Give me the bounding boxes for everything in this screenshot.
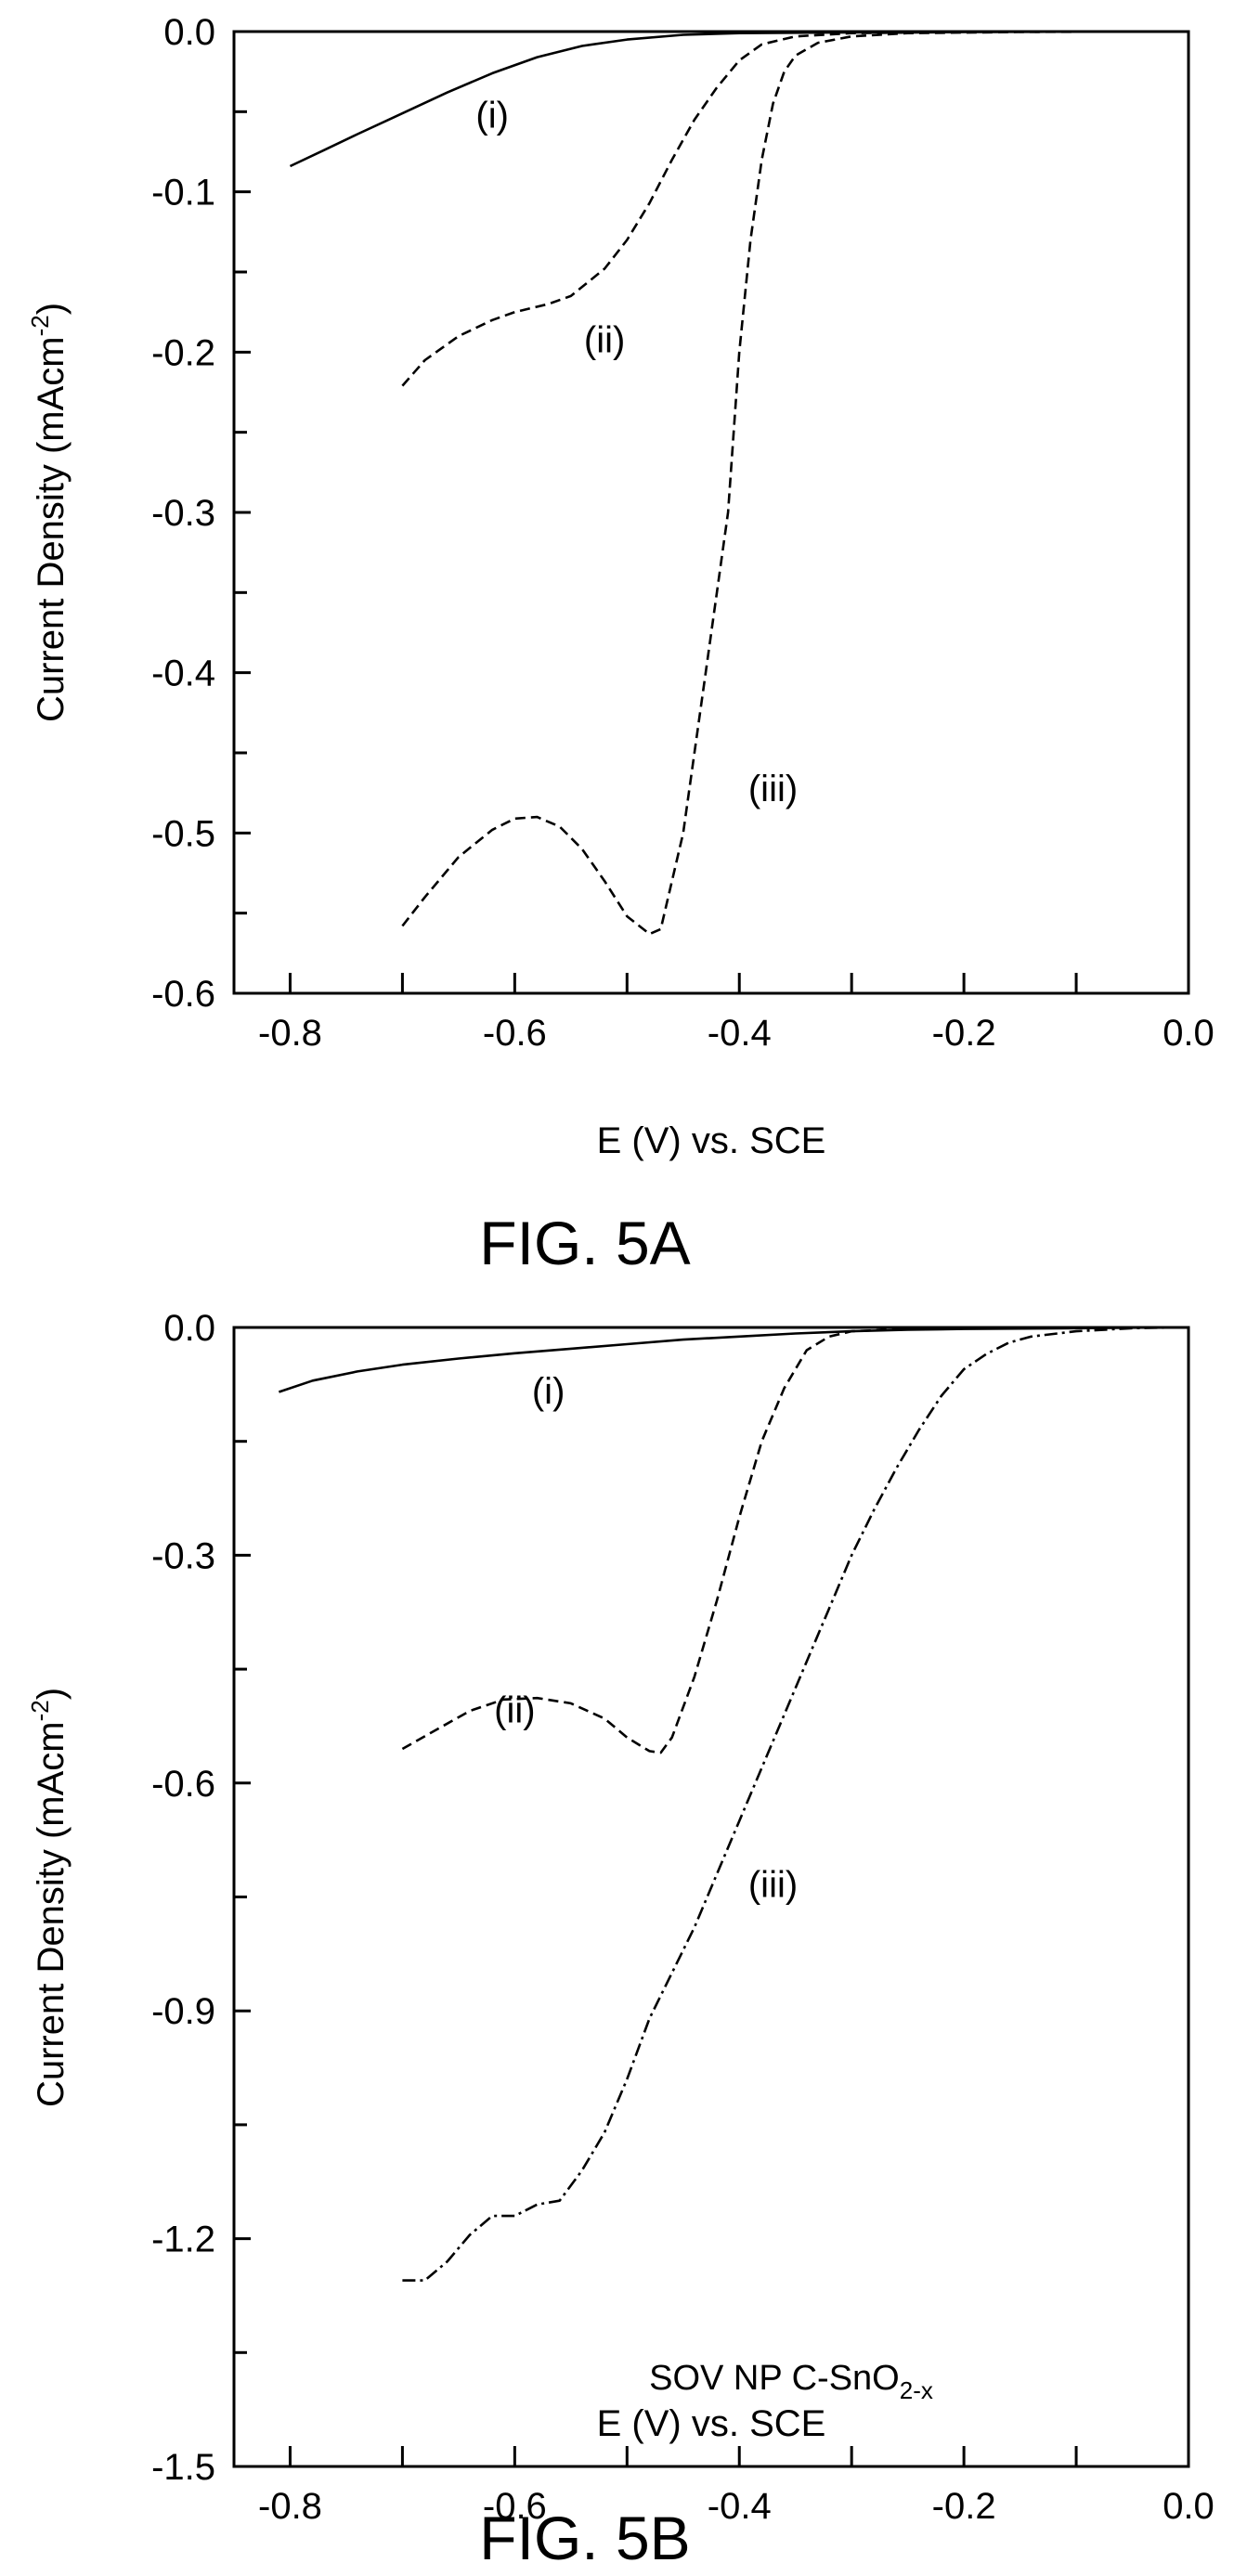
x-tick-label: 0.0 [1163, 2486, 1215, 2527]
x-axis-title: E (V) vs. SCE [597, 2403, 826, 2444]
x-tick-label: -0.4 [708, 1013, 772, 1054]
y-tick-label: -0.3 [151, 493, 215, 534]
chart-5b: -0.8 -0.6 -0.4 -0.2 0.0 0.0 -0.3 -0.6 -0.9 -1.2 -1… [26, 1308, 1215, 2572]
x-tick-label: -0.8 [258, 2486, 322, 2527]
series-line-1 [289, 30, 1133, 168]
series-line-2 [401, 30, 1133, 387]
x-tick-label: -0.2 [932, 2486, 996, 2527]
y-tick-label: -1.2 [151, 2220, 215, 2260]
series-labels: (i) (ii) (iii) [494, 1371, 798, 1906]
x-tick-label: -0.2 [932, 1013, 996, 1054]
series-label-1: (i) [475, 96, 509, 136]
series-line-3 [401, 30, 1133, 936]
chart-5a: -0.8 -0.6 -0.4 -0.2 0.0 0.0 -0.1 -0.2 -0.3 -0.4 -0… [26, 12, 1215, 1277]
y-tick-label: -0.2 [151, 332, 215, 373]
x-tick-label: -0.4 [708, 2486, 772, 2527]
x-tick-label: -0.6 [483, 1013, 547, 1054]
y-axis-title: Current Density (mAcm-2) [26, 303, 71, 722]
series-line-2 [401, 1326, 1166, 1754]
x-tick-label: 0.0 [1163, 1013, 1215, 1054]
y-tick-label: -0.3 [151, 1535, 215, 1576]
series-label-2: (ii) [494, 1689, 535, 1730]
series-labels: (i) (ii) (iii) [475, 96, 798, 809]
plot-frame [232, 1326, 1190, 2468]
x-tick-label: -0.6 [483, 2486, 547, 2527]
series-label-3: (iii) [748, 769, 798, 809]
figure-label: FIG. 5B [479, 2504, 690, 2572]
series-layer [289, 30, 1133, 936]
plot-frame [232, 30, 1190, 995]
series-label-1: (i) [532, 1371, 565, 1412]
figure-label: FIG. 5A [479, 1209, 690, 1277]
figure-5a: -0.8 -0.6 -0.4 -0.2 0.0 0.0 -0.1 -0.2 -0.3 -0.4 -0… [26, 12, 1215, 1277]
x-axis-title: E (V) vs. SCE [597, 1120, 826, 1161]
series-line-1 [278, 1326, 1166, 1393]
axis-ticks [234, 30, 1190, 995]
x-tick-label: -0.8 [258, 1013, 322, 1054]
y-tick-label: -0.6 [151, 1764, 215, 1805]
y-tick-label: -1.5 [151, 2447, 215, 2488]
y-tick-label: 0.0 [163, 1308, 215, 1349]
series-line-3 [402, 1326, 1177, 2282]
y-tick-label: -0.5 [151, 813, 215, 854]
series-layer [278, 1326, 1177, 2282]
series-label-3: (iii) [748, 1865, 798, 1906]
y-tick-label: 0.0 [163, 12, 215, 53]
chart-annotation: SOV NP C-SnO2-x [649, 2359, 933, 2404]
tick-labels: -0.8 -0.6 -0.4 -0.2 0.0 0.0 -0.1 -0.2 -0.3 -0.4 -0… [151, 12, 1215, 1054]
y-tick-label: -0.4 [151, 654, 215, 694]
y-tick-label: -0.1 [151, 173, 215, 214]
figure-5b: -0.8 -0.6 -0.4 -0.2 0.0 0.0 -0.3 -0.6 -0.9 -1.2 -1… [0, 1289, 1247, 2576]
y-axis-title: Current Density (mAcm-2) [26, 1688, 71, 2107]
y-tick-label: -0.9 [151, 1991, 215, 2032]
series-label-2: (ii) [584, 319, 625, 360]
axis-ticks [234, 1326, 1190, 2468]
tick-labels: -0.8 -0.6 -0.4 -0.2 0.0 0.0 -0.3 -0.6 -0.9 -1.2 -1… [151, 1308, 1215, 2527]
y-tick-label: -0.6 [151, 974, 215, 1015]
